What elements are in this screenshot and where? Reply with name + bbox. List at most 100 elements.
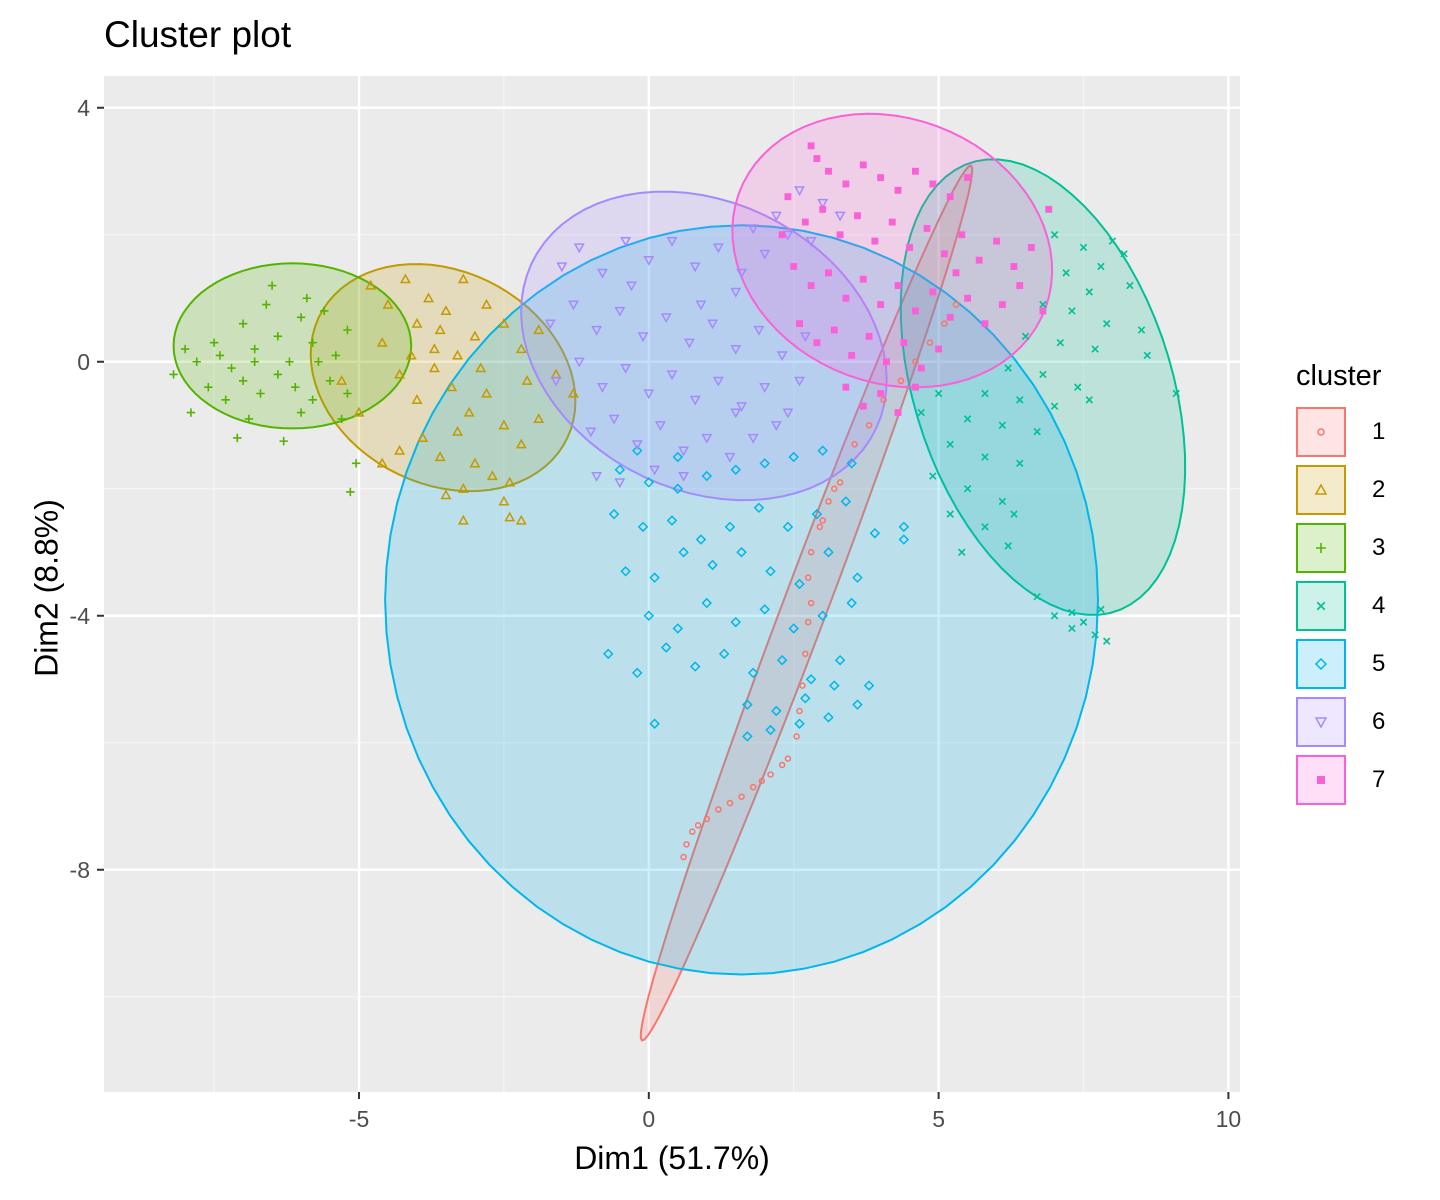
cluster-1-point <box>796 707 803 715</box>
cluster-3-point <box>215 351 225 360</box>
cluster-3-ellipse <box>172 262 413 430</box>
cluster-6-point <box>805 236 817 247</box>
cluster-4-point <box>998 497 1007 506</box>
cluster-5-point <box>800 693 811 704</box>
y-tick-label: 4 <box>77 95 90 121</box>
cluster-3-point <box>192 357 201 366</box>
cluster-6-point <box>730 344 742 355</box>
cluster-5-point <box>794 718 805 729</box>
cluster-2-point <box>504 511 516 522</box>
cluster-7-point <box>848 351 856 359</box>
cluster-4-points <box>917 231 1180 645</box>
cluster-1-point <box>689 828 696 835</box>
cluster-4-point <box>1062 269 1070 277</box>
x-axis-label: Dim1 (51.7%) <box>574 1140 770 1176</box>
cluster-7-point <box>865 332 873 340</box>
cluster-1-point <box>694 822 702 829</box>
cluster-5-point <box>852 572 863 583</box>
cluster-1-point <box>807 548 815 556</box>
cluster-6-point <box>556 262 568 273</box>
y-axis-ticks: 4 0 -4 -8 <box>70 95 104 883</box>
cluster-1-point <box>703 815 711 823</box>
legend-key-3 <box>1296 523 1346 573</box>
cluster-5-point <box>829 680 840 691</box>
cluster-4-point <box>1010 510 1018 518</box>
y-tick-label: -4 <box>70 603 91 629</box>
cluster-6-point <box>759 383 771 393</box>
cluster-1-point <box>825 498 832 505</box>
cluster-6-point <box>736 402 748 412</box>
cluster-1-point <box>941 320 948 327</box>
legend-item-7: 7 <box>1296 751 1416 809</box>
cluster-4-point <box>1068 608 1076 617</box>
cluster-5-point <box>846 458 857 469</box>
cluster-1-point <box>836 479 844 486</box>
cluster-7-point <box>923 224 931 232</box>
legend-items: 1 2 3 4 5 6 7 <box>1296 403 1416 809</box>
cluster-7-point <box>813 155 821 162</box>
legend-key-7 <box>1296 755 1346 805</box>
cluster-5-point <box>898 521 910 533</box>
legend-marker-4 <box>1316 601 1326 611</box>
cluster-7-point <box>911 167 919 175</box>
cluster-3-point <box>221 395 230 405</box>
cluster-7-point <box>975 256 983 264</box>
cluster-6-point <box>643 389 655 400</box>
x-tick-label: 10 <box>1216 1106 1242 1132</box>
cluster-2-point <box>411 317 423 328</box>
cluster-7-point <box>883 358 890 366</box>
cluster-7-point <box>1010 263 1018 270</box>
cluster-7-point <box>1039 307 1047 315</box>
cluster-5-point <box>852 699 863 710</box>
cluster-3-point <box>267 281 277 290</box>
legend-key-4 <box>1296 581 1346 631</box>
cluster-7-point <box>1027 244 1035 251</box>
legend-label: 3 <box>1372 534 1386 561</box>
cluster-6-point <box>596 268 608 279</box>
cluster-7-point <box>877 390 885 397</box>
cluster-1-point <box>799 682 806 689</box>
cluster-1-point <box>802 650 809 658</box>
y-axis-label: Dim2 (8.8%) <box>28 499 65 677</box>
cluster-5-point <box>759 604 770 615</box>
cluster-6-point <box>591 471 603 482</box>
cluster-4-point <box>1143 351 1151 360</box>
cluster-7-point <box>1016 282 1024 289</box>
cluster-4-point <box>981 523 989 531</box>
legend-marker-2 <box>1314 483 1328 495</box>
cluster-4-ellipse <box>899 158 1187 616</box>
legend-swatch <box>1296 407 1346 457</box>
cluster-7-point <box>911 383 919 391</box>
cluster-1-point <box>804 574 812 581</box>
cluster-4-point <box>1021 332 1030 341</box>
cluster-6-point <box>678 471 690 482</box>
cluster-6-point <box>817 198 829 209</box>
cluster-6-point <box>724 452 736 463</box>
cluster-4-point <box>1016 396 1024 404</box>
cluster-4-point <box>1172 389 1180 398</box>
cluster-2-point <box>498 317 510 328</box>
cluster-3-point <box>279 436 288 446</box>
legend-key-5 <box>1296 639 1346 689</box>
cluster-2-point <box>486 470 498 481</box>
cluster-6-point <box>794 186 805 197</box>
cluster-2-point <box>515 514 527 525</box>
legend-marker-5 <box>1314 657 1328 671</box>
cluster-6-point <box>573 243 585 254</box>
cluster-4-point <box>934 389 943 398</box>
cluster-7-point <box>998 301 1006 309</box>
cluster-2-ellipse <box>309 263 577 493</box>
cluster-5-point <box>701 470 713 482</box>
cluster-6-point <box>550 376 562 387</box>
cluster-6-point <box>631 440 643 451</box>
legend-marker-6 <box>1314 717 1328 729</box>
cluster-3-point <box>346 487 355 497</box>
cluster-4-point <box>981 389 989 398</box>
legend-marker-1 <box>1317 428 1325 436</box>
cluster-2-point <box>457 514 469 525</box>
cluster-5-point <box>753 502 765 514</box>
cluster-4-point <box>946 440 954 449</box>
cluster-7-point <box>830 326 838 334</box>
cluster-5-point <box>765 724 776 736</box>
cluster-3-point <box>320 306 329 316</box>
